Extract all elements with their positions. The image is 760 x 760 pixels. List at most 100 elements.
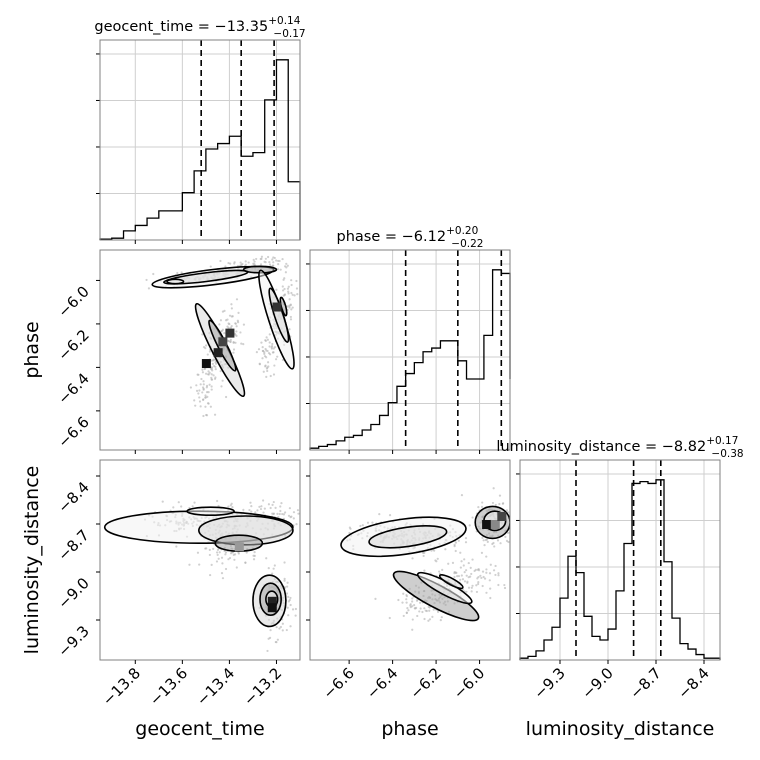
sample-point xyxy=(269,353,272,356)
sample-point xyxy=(279,625,283,629)
sample-point xyxy=(272,347,275,350)
sample-point xyxy=(227,339,230,343)
sample-point xyxy=(388,616,391,620)
sample-point xyxy=(480,551,484,554)
sample-point xyxy=(285,262,288,265)
sample-point xyxy=(240,342,243,345)
sample-point xyxy=(242,343,245,346)
y-tick-label: −6.2 xyxy=(54,326,92,364)
panel-content xyxy=(145,255,299,418)
sample-point xyxy=(230,307,233,310)
sample-point xyxy=(366,521,370,524)
sample-point xyxy=(263,507,266,510)
sample-point xyxy=(286,581,289,584)
sample-point xyxy=(210,563,213,566)
sample-point xyxy=(407,609,410,612)
sample-point xyxy=(209,405,212,408)
y-tick-label: −6.0 xyxy=(54,283,92,321)
sample-point xyxy=(281,257,284,261)
sample-point xyxy=(275,259,278,262)
sample-point xyxy=(424,609,427,612)
density-peak xyxy=(201,359,211,369)
sample-point xyxy=(462,564,465,567)
panel-content xyxy=(103,499,305,653)
sample-point xyxy=(498,494,502,497)
sample-point xyxy=(198,400,202,403)
sample-point xyxy=(405,611,408,614)
sample-point xyxy=(202,398,205,401)
sample-point xyxy=(303,511,305,513)
density-peak xyxy=(267,603,277,613)
sample-point xyxy=(290,515,293,518)
sample-point xyxy=(249,501,252,504)
sample-point xyxy=(287,614,290,617)
axes-frame xyxy=(99,39,301,241)
sample-point xyxy=(269,506,272,510)
sample-point xyxy=(397,598,400,602)
sample-point xyxy=(267,637,270,640)
sample-point xyxy=(226,325,229,328)
sample-point xyxy=(275,288,278,291)
sample-point xyxy=(202,414,205,418)
x-tick-label: −9.0 xyxy=(578,664,616,702)
sample-point xyxy=(263,352,266,355)
sample-point xyxy=(202,388,205,391)
sample-point xyxy=(266,361,270,364)
sample-point xyxy=(292,517,295,520)
sample-point xyxy=(287,600,290,603)
sample-point xyxy=(207,370,210,373)
sample-point xyxy=(296,509,300,512)
sample-point xyxy=(464,541,468,544)
sample-point xyxy=(214,367,217,371)
x-axis-label-luminosity-distance: luminosity_distance xyxy=(526,718,715,740)
sample-point xyxy=(276,638,279,641)
sample-point xyxy=(242,323,246,326)
sample-point xyxy=(456,575,459,578)
x-tick-label: −6.6 xyxy=(319,664,357,702)
sample-point xyxy=(205,413,208,417)
sample-point xyxy=(252,554,255,557)
density-peak xyxy=(272,302,282,312)
sample-point xyxy=(474,568,477,571)
sample-point xyxy=(271,351,275,354)
sample-point xyxy=(172,506,175,509)
sample-point xyxy=(483,544,486,547)
sample-point xyxy=(491,542,494,546)
sample-point xyxy=(436,557,439,560)
sample-point xyxy=(262,511,265,514)
sample-point xyxy=(405,593,408,597)
sample-point xyxy=(423,569,426,572)
sample-point xyxy=(261,349,264,353)
sample-point xyxy=(453,545,456,548)
sample-point xyxy=(204,344,208,347)
sample-point xyxy=(292,511,296,514)
sample-point xyxy=(213,413,217,416)
sample-point xyxy=(501,502,504,505)
sample-point xyxy=(274,358,278,361)
sample-point xyxy=(189,386,193,389)
sample-point xyxy=(282,278,285,281)
sample-point xyxy=(434,559,437,562)
sample-point xyxy=(348,531,351,535)
sample-point xyxy=(254,511,257,514)
sample-point xyxy=(175,545,178,548)
sample-point xyxy=(293,294,296,297)
density-peak xyxy=(225,328,235,338)
sample-point xyxy=(468,524,471,527)
sample-point xyxy=(244,561,247,564)
sample-point xyxy=(485,568,488,571)
sample-point xyxy=(483,577,487,580)
sample-point xyxy=(250,505,253,508)
x-tick-label: −13.2 xyxy=(240,664,285,709)
sample-point xyxy=(286,606,289,609)
sample-point xyxy=(220,385,223,388)
sample-point xyxy=(287,290,290,293)
sample-point xyxy=(268,263,272,266)
sample-point xyxy=(219,319,223,322)
sample-point xyxy=(260,255,264,258)
sample-point xyxy=(477,506,480,509)
sample-point xyxy=(219,259,222,263)
sample-point xyxy=(215,551,219,554)
sample-point xyxy=(295,523,298,526)
sample-point xyxy=(275,626,278,629)
